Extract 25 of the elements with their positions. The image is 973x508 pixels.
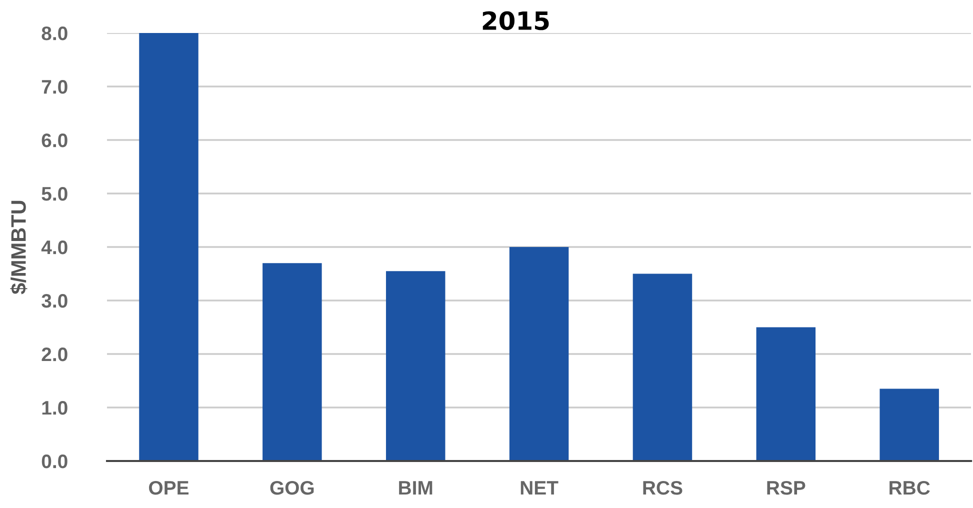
x-tick-label: NET: [520, 481, 558, 495]
y-axis-title: $/MMBTU: [10, 200, 28, 294]
y-tick-label: 8.0: [42, 26, 68, 40]
x-tick-label: GOG: [270, 480, 314, 495]
x-tick-label: RBC: [890, 480, 930, 495]
y-tick-label: 1.0: [42, 400, 68, 415]
y-tick-label: 3.0: [42, 294, 68, 308]
bar: [756, 327, 816, 462]
y-tick-label: 2.0: [42, 347, 68, 362]
chart-title: 2015: [482, 11, 549, 30]
bar: [262, 263, 322, 462]
y-tick-label: 0.0: [42, 454, 68, 468]
bar: [509, 247, 569, 462]
y-tick-label: 7.0: [42, 80, 68, 94]
bar: [632, 274, 692, 462]
bar: [139, 33, 198, 462]
y-tick-label: 4.0: [41, 240, 68, 254]
x-tick-label: BIM: [399, 481, 432, 495]
y-tick-label: 5.0: [42, 186, 68, 201]
bar: [880, 388, 939, 462]
x-tick-label: OPE: [149, 480, 189, 495]
x-tick-label: RSP: [767, 480, 806, 495]
bar: [386, 271, 446, 462]
y-tick-label: 6.0: [42, 133, 68, 148]
x-tick-label: RCS: [643, 480, 682, 495]
